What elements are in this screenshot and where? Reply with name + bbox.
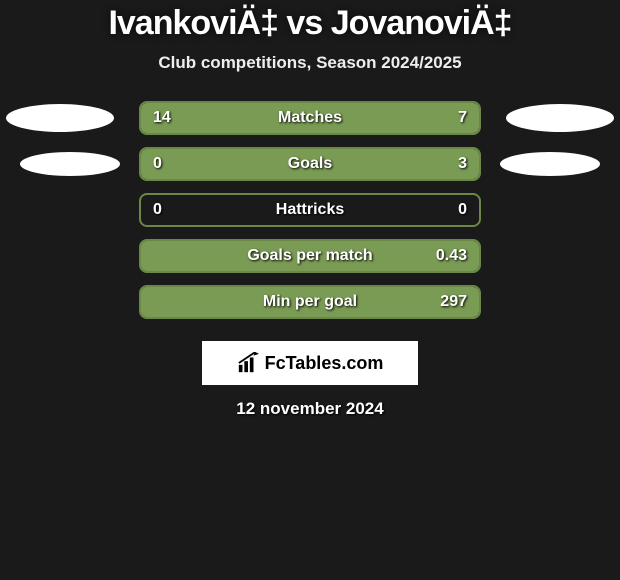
stat-label: Goals [288, 155, 332, 173]
player-left-avatar [6, 104, 114, 132]
player-left-avatar [20, 152, 120, 176]
subtitle: Club competitions, Season 2024/2025 [0, 53, 620, 73]
stat-fill-left [141, 149, 202, 179]
stat-value-right: 7 [458, 109, 467, 127]
stat-bar: 0 Goals 3 [139, 147, 481, 181]
stat-label: Goals per match [247, 247, 372, 265]
date-label: 12 november 2024 [0, 399, 620, 419]
stat-value-right: 3 [458, 155, 467, 173]
stat-label: Hattricks [276, 201, 344, 219]
stat-bar: Goals per match 0.43 [139, 239, 481, 273]
stat-value-right: 0.43 [436, 247, 467, 265]
comparison-card: IvankoviÄ‡ vs JovanoviÄ‡ Club competitio… [0, 0, 620, 419]
stat-value-right: 0 [458, 201, 467, 219]
stat-value-left: 0 [153, 201, 162, 219]
stat-row-matches: 14 Matches 7 [0, 101, 620, 135]
stat-row-hattricks: 0 Hattricks 0 [0, 193, 620, 227]
stat-fill-right [202, 149, 479, 179]
stat-bar: Min per goal 297 [139, 285, 481, 319]
page-title: IvankoviÄ‡ vs JovanoviÄ‡ [0, 4, 620, 43]
stat-bar: 14 Matches 7 [139, 101, 481, 135]
stat-row-goals-per-match: Goals per match 0.43 [0, 239, 620, 273]
player-right-avatar [506, 104, 614, 132]
stat-label: Matches [278, 109, 342, 127]
chart-icon [237, 352, 259, 374]
stat-value-left: 0 [153, 155, 162, 173]
player-right-avatar [500, 152, 600, 176]
stat-row-goals: 0 Goals 3 [0, 147, 620, 181]
brand-logo[interactable]: FcTables.com [202, 341, 418, 385]
stat-label: Min per goal [263, 293, 357, 311]
stats-list: 14 Matches 7 0 Goals 3 0 Hattricks [0, 101, 620, 319]
stat-value-left: 14 [153, 109, 171, 127]
brand-text: FcTables.com [265, 353, 384, 374]
stat-bar: 0 Hattricks 0 [139, 193, 481, 227]
stat-row-min-per-goal: Min per goal 297 [0, 285, 620, 319]
stat-value-right: 297 [440, 293, 467, 311]
